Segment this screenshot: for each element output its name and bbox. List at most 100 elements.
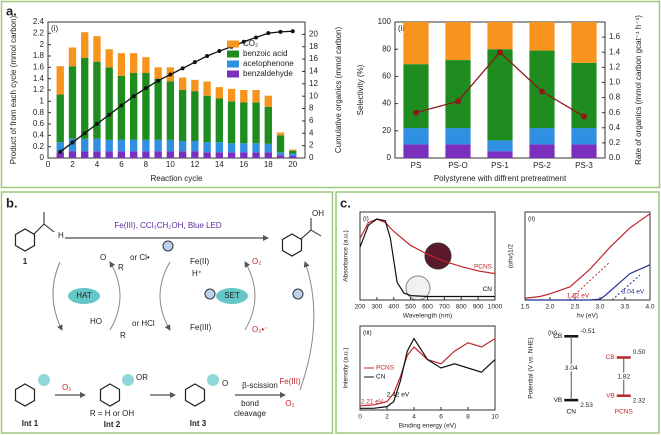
line-marker <box>241 39 246 44</box>
y-tick-label: 2.4 <box>33 17 45 26</box>
x-tick-label: PS-3 <box>575 161 593 170</box>
x-tick-label: 0 <box>46 160 51 169</box>
bar-segment <box>487 140 513 152</box>
bar-segment <box>240 152 248 158</box>
legend-swatch <box>227 70 239 78</box>
bar-segment <box>191 141 199 152</box>
y2-tick-label: 14 <box>309 67 318 76</box>
species-label: O₂ <box>62 383 71 392</box>
bar-segment <box>105 49 113 68</box>
species-label: H⁺ <box>192 269 202 278</box>
line-marker <box>217 49 222 54</box>
bar-segment <box>129 73 138 140</box>
bar-segment <box>178 151 187 158</box>
line-marker <box>82 131 87 136</box>
atom-label: H <box>58 231 64 240</box>
x-tick-label: 3.5 <box>620 304 629 311</box>
bar-segment <box>154 139 162 152</box>
panel-frame <box>0 191 334 434</box>
panel-label: b. <box>6 195 18 210</box>
x-tick-label: 8 <box>466 414 470 421</box>
bar-segment <box>117 151 126 158</box>
x-tick-label: 3.0 <box>595 304 604 311</box>
reagents: Fe(III), CCl₃CH₂OH, Blue LED <box>114 221 221 230</box>
bar-segment <box>93 61 101 139</box>
y-tick-label: 40 <box>382 99 391 108</box>
bar-segment <box>117 75 126 140</box>
x-tick-label: 4 <box>95 160 100 169</box>
bar-segment <box>215 142 224 153</box>
x-tick-label: 2 <box>70 160 75 169</box>
y2-tick-label: 0.0 <box>609 153 621 162</box>
y-tick-label: 0 <box>40 153 45 162</box>
band-label: CB <box>553 333 562 340</box>
x-tick-label: 8 <box>144 160 149 169</box>
bar-segment <box>240 90 248 103</box>
y2-tick-label: 0.2 <box>609 138 621 147</box>
bar-segment <box>403 144 429 158</box>
bar-segment <box>276 135 285 153</box>
x-tick-label: 2 <box>385 414 389 421</box>
species-label: or HCl <box>132 319 155 328</box>
x-tick-label: 10 <box>491 414 499 421</box>
bar-segment <box>227 88 236 102</box>
bar-segment <box>445 128 471 145</box>
photo <box>424 242 452 270</box>
bar-segment <box>129 151 138 158</box>
y2-axis-label: Rate of organics (mmol carbon gcat⁻¹ h⁻¹… <box>634 15 643 165</box>
bar-segment <box>571 22 597 63</box>
legend-swatch <box>227 50 239 58</box>
x-axis-label: Binding energy (eV) <box>399 423 456 430</box>
bar-segment <box>445 22 471 61</box>
atom-label: HO <box>90 317 102 326</box>
bar-segment <box>203 152 211 158</box>
bar-segment <box>203 81 211 96</box>
line <box>524 213 651 299</box>
band-value: 0.50 <box>633 349 646 356</box>
line-marker <box>131 94 136 99</box>
material-label: CN <box>567 409 577 416</box>
tangent <box>568 261 611 301</box>
x-tick-label: 1.5 <box>520 304 529 311</box>
y-tick-label: 20 <box>382 126 391 135</box>
bar-segment <box>264 152 272 158</box>
legend-swatch <box>227 60 239 68</box>
species-label: O₂ <box>252 257 261 266</box>
bar-segment <box>264 143 272 153</box>
tangent <box>611 274 641 301</box>
atom-label: OR <box>136 373 148 382</box>
y-tick-label: 0.8 <box>33 108 45 117</box>
band-label: CB <box>606 354 615 361</box>
x-tick-label: 10 <box>166 160 175 169</box>
line-marker <box>156 78 161 83</box>
compound-label: 1 <box>23 257 28 266</box>
y2-tick-label: 0 <box>309 153 314 162</box>
bar-segment <box>252 90 260 103</box>
legend-label: benzoic acid <box>243 49 287 58</box>
y-axis-label: (αhν)1/2 <box>508 244 515 268</box>
compound-label: Int 3 <box>190 419 207 428</box>
line-marker <box>119 103 124 108</box>
bar-segment <box>227 152 236 158</box>
bar-segment <box>276 155 285 158</box>
band-value: -0.51 <box>580 328 595 335</box>
x-tick-label: 12 <box>190 160 199 169</box>
bar-segment <box>142 57 150 73</box>
bar-segment <box>445 60 471 129</box>
step-label: cleavage <box>234 409 267 418</box>
x-tick-label: 18 <box>264 160 273 169</box>
line-marker <box>205 54 210 58</box>
x-tick-label: 1000 <box>488 304 503 311</box>
x-tick-label: 6 <box>439 414 443 421</box>
y-tick-label: 0.4 <box>33 130 45 139</box>
y-axis-label: Selectivity (%) <box>356 64 365 115</box>
bar-segment <box>178 77 187 90</box>
y2-axis-label: Cumulative organics (mmol carbon) <box>334 27 343 154</box>
bar-segment <box>191 79 199 92</box>
bar-segment <box>154 67 162 79</box>
species-label: O₂•⁻ <box>252 325 268 334</box>
y2-tick-label: 16 <box>309 54 318 63</box>
bar-segment <box>117 53 126 76</box>
bar-segment <box>166 81 175 140</box>
line-marker <box>266 31 271 36</box>
